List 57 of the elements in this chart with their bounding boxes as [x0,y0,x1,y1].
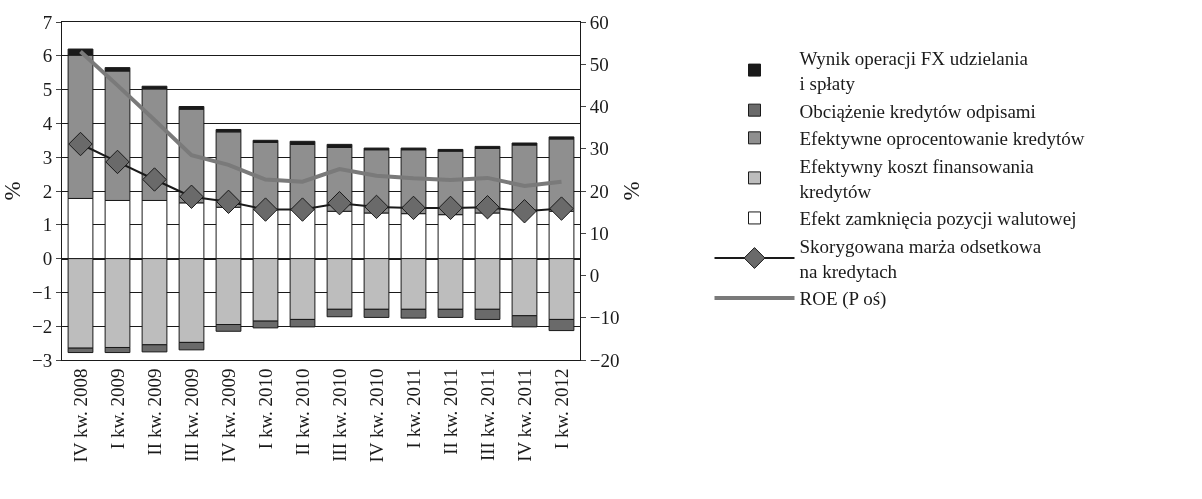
legend-label: Obciążenie kredytów odpisami [799,100,1036,122]
legend-label: ROE (P oś) [799,288,887,311]
y2-tick-label: 20 [589,180,609,202]
point [327,190,352,216]
legend-label: Efektywny koszt finansowania kredytów [799,155,1035,202]
y2-tick-label: −10 [589,307,620,329]
point [475,195,500,220]
point [216,189,241,215]
y2-tick-label: 10 [589,222,609,244]
x-tick-label: II kw. 2011 [439,368,461,455]
x-tick-label: IV kw. 2011 [513,368,535,462]
x-tick-label: I kw. 2009 [106,368,128,450]
x-tick-label: II kw. 2010 [291,368,313,456]
legend-label: Skorygowana marża odsetkowa na kredytach [799,236,1042,282]
y2-tick-label: 30 [589,138,609,160]
point [105,149,130,175]
point [401,195,426,221]
legend-label: Efekt zamknięcia pozycji walutowej [799,208,1077,230]
point [290,197,315,222]
x-tick-label: I kw. 2010 [254,368,276,450]
point [549,196,574,221]
x-tick-label: IV kw. 2009 [217,368,239,463]
point [512,199,537,224]
y-tick-label: 5 [42,79,53,101]
y-tick-label: 7 [42,11,53,33]
y2-tick-label: 60 [589,11,609,33]
legend-label: Wynik operacji FX udzielania i spłaty [799,48,1029,94]
x-tick-label: III kw. 2009 [180,368,202,462]
y-tick-label: 0 [42,248,53,270]
x-tick-label: IV kw. 2008 [69,368,91,463]
y2-tick-label: −20 [589,349,620,371]
y-tick-label: 6 [42,45,53,67]
line-series [78,49,564,188]
y2-tick-label: 40 [589,96,609,118]
y-tick-label: 2 [42,180,53,202]
x-tick-label: IV kw. 2010 [365,368,387,463]
x-tick-label: III kw. 2011 [476,368,498,462]
x-tick-label: III kw. 2010 [328,368,350,462]
point [142,167,167,192]
y-tick-label: 3 [42,146,53,168]
x-tick-label: I kw. 2012 [550,368,572,450]
y-tick-label: −2 [31,315,53,337]
y-tick-label: 4 [42,113,53,135]
legend-label: Efektywne oprocentowanie kredytów [799,128,1085,150]
point [179,184,204,209]
x-tick-label: II kw. 2009 [143,368,165,456]
point [253,197,278,222]
y-tick-label: 1 [42,214,53,236]
y2-tick-label: 50 [589,53,609,75]
x-tick-label: I kw. 2011 [402,368,424,449]
y-axis-title: % [0,181,26,201]
point [364,194,389,220]
y2-axis-title: % [619,181,645,201]
y-tick-label: −1 [31,282,53,304]
point [438,195,463,221]
y-tick-label: −3 [31,349,53,371]
y2-tick-label: 0 [589,265,600,287]
